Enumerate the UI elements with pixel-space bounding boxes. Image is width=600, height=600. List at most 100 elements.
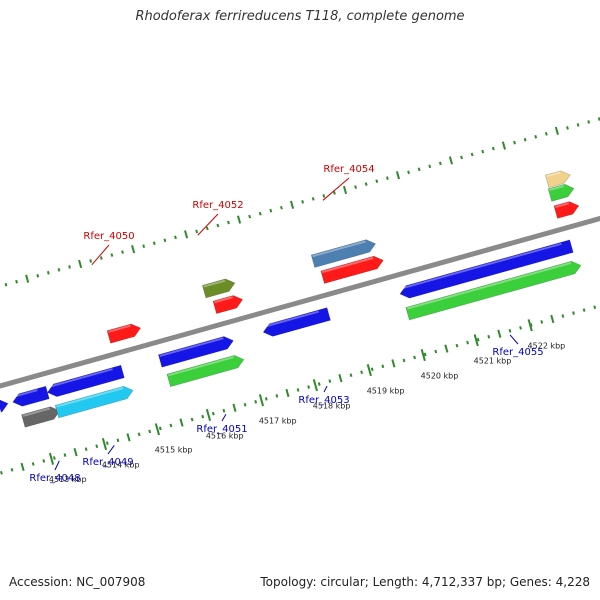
gene-arrow [202,278,236,299]
tick-mark-inner [264,397,268,401]
tick-mark-outer [174,235,177,240]
tick-mark-outer [534,134,538,139]
tick-mark-inner [31,462,35,466]
tick-mark-outer [280,205,283,210]
kbp-tick [527,319,533,332]
tick-mark-outer [269,208,273,213]
kbp-tick-label: 4518 kbp [313,401,351,410]
tick-mark-inner [508,329,512,333]
tick-mark-inner [540,320,544,324]
tick-mark-inner [105,441,109,446]
gene-features [0,170,582,428]
kbp-tick [473,334,479,347]
tick-mark-outer [78,259,83,269]
tick-mark-inner [423,352,427,357]
tick-mark-outer [491,146,495,151]
tick-mark-inner [126,433,131,442]
gene-arrow [166,355,245,388]
tick-mark-inner [10,468,14,472]
tick-mark-inner [593,305,597,309]
gene-label: Rfer_4054 [323,164,374,175]
tick-mark-inner [497,329,502,338]
tick-mark-outer [576,123,580,127]
tick-mark-outer [417,167,421,172]
tick-mark-inner [285,388,290,398]
gene-label: Rfer_4050 [83,231,134,242]
tick-mark-outer [121,250,124,254]
gene-arrow-highlight [546,171,561,178]
minor-ticks-inner [0,305,597,475]
kbp-tick-label: 4513 kbp [49,475,87,484]
tick-mark-outer [470,152,474,157]
kbp-tick [420,348,426,362]
label-leader-line [509,334,519,345]
tick-mark-inner [243,402,247,407]
tick-mark-inner [179,418,184,427]
minor-ticks-outer [4,117,600,287]
tick-mark-inner [73,447,78,457]
tick-mark-inner [381,364,385,369]
tick-mark-inner [519,326,522,330]
tick-mark-inner [338,374,343,383]
gene-arrow [399,239,574,299]
kbp-tick [258,394,265,407]
map-title: Rhodoferax ferrireducens T118, complete … [135,9,465,24]
tick-mark-inner [582,308,586,312]
tick-mark-inner [434,349,438,354]
tick-mark-inner [20,462,25,472]
gene-arrow-highlight [108,324,131,333]
tick-mark-outer [258,211,262,216]
gene-arrow [12,385,50,407]
tick-mark-inner [63,453,67,457]
tick-mark-outer [554,126,559,135]
kbp-tick-label: 4520 kbp [421,371,459,380]
kbp-scale: 4513 kbp 4514 kbp 4515 kbp 4516 kbp 4517 kbp… [49,319,565,484]
tick-mark-outer [407,170,410,175]
tick-mark-outer [501,141,506,150]
tick-mark-outer [587,120,591,124]
genome-backbone [0,215,600,389]
gene-arrow-highlight [203,279,226,288]
kbp-tick [48,452,55,465]
tick-mark-outer [438,161,442,166]
tick-mark-inner [487,334,491,339]
gene-arrow [158,336,234,368]
gene-arrow-highlight [214,296,233,304]
tick-mark-outer [205,226,209,231]
gene-arrow [320,255,384,284]
tick-mark-outer [395,171,401,180]
gene-arrow [212,295,244,314]
tick-mark-outer [523,137,527,142]
tick-mark-outer [544,131,548,136]
tick-mark-inner [391,359,396,368]
tick-mark-inner [190,417,194,422]
tick-mark-inner [222,408,226,413]
tick-mark-outer [248,214,252,219]
tick-mark-outer [322,194,326,198]
tick-mark-outer [195,229,199,234]
kbp-tick [101,437,108,451]
gene-arrow-highlight [159,337,224,357]
gene-arrow-highlight [12,389,38,399]
tick-mark-outer [36,273,40,278]
kbp-tick-label: 4515 kbp [155,446,193,455]
gene-arrow [547,183,575,202]
tick-mark-inner [158,426,162,431]
tick-mark-inner [413,355,416,360]
gene-arrow [405,260,582,321]
tick-mark-inner [148,429,152,434]
tick-mark-inner [317,382,321,386]
tick-mark-inner [402,358,406,363]
gene-arrow [544,170,571,188]
gene-labels: Rfer_4050Rfer_4052Rfer_4054Rfer_4048Rfer… [29,164,543,484]
tick-mark-inner [572,311,575,315]
tick-mark-inner [95,444,99,449]
label-leader-line [91,244,110,266]
label-leader-line [323,385,328,393]
tick-mark-outer [301,200,305,204]
tick-mark-outer [152,241,156,246]
kbp-tick-label: 4514 kbp [102,460,140,469]
kbp-tick-label: 4516 kbp [206,431,244,440]
tick-mark-outer [163,238,167,243]
